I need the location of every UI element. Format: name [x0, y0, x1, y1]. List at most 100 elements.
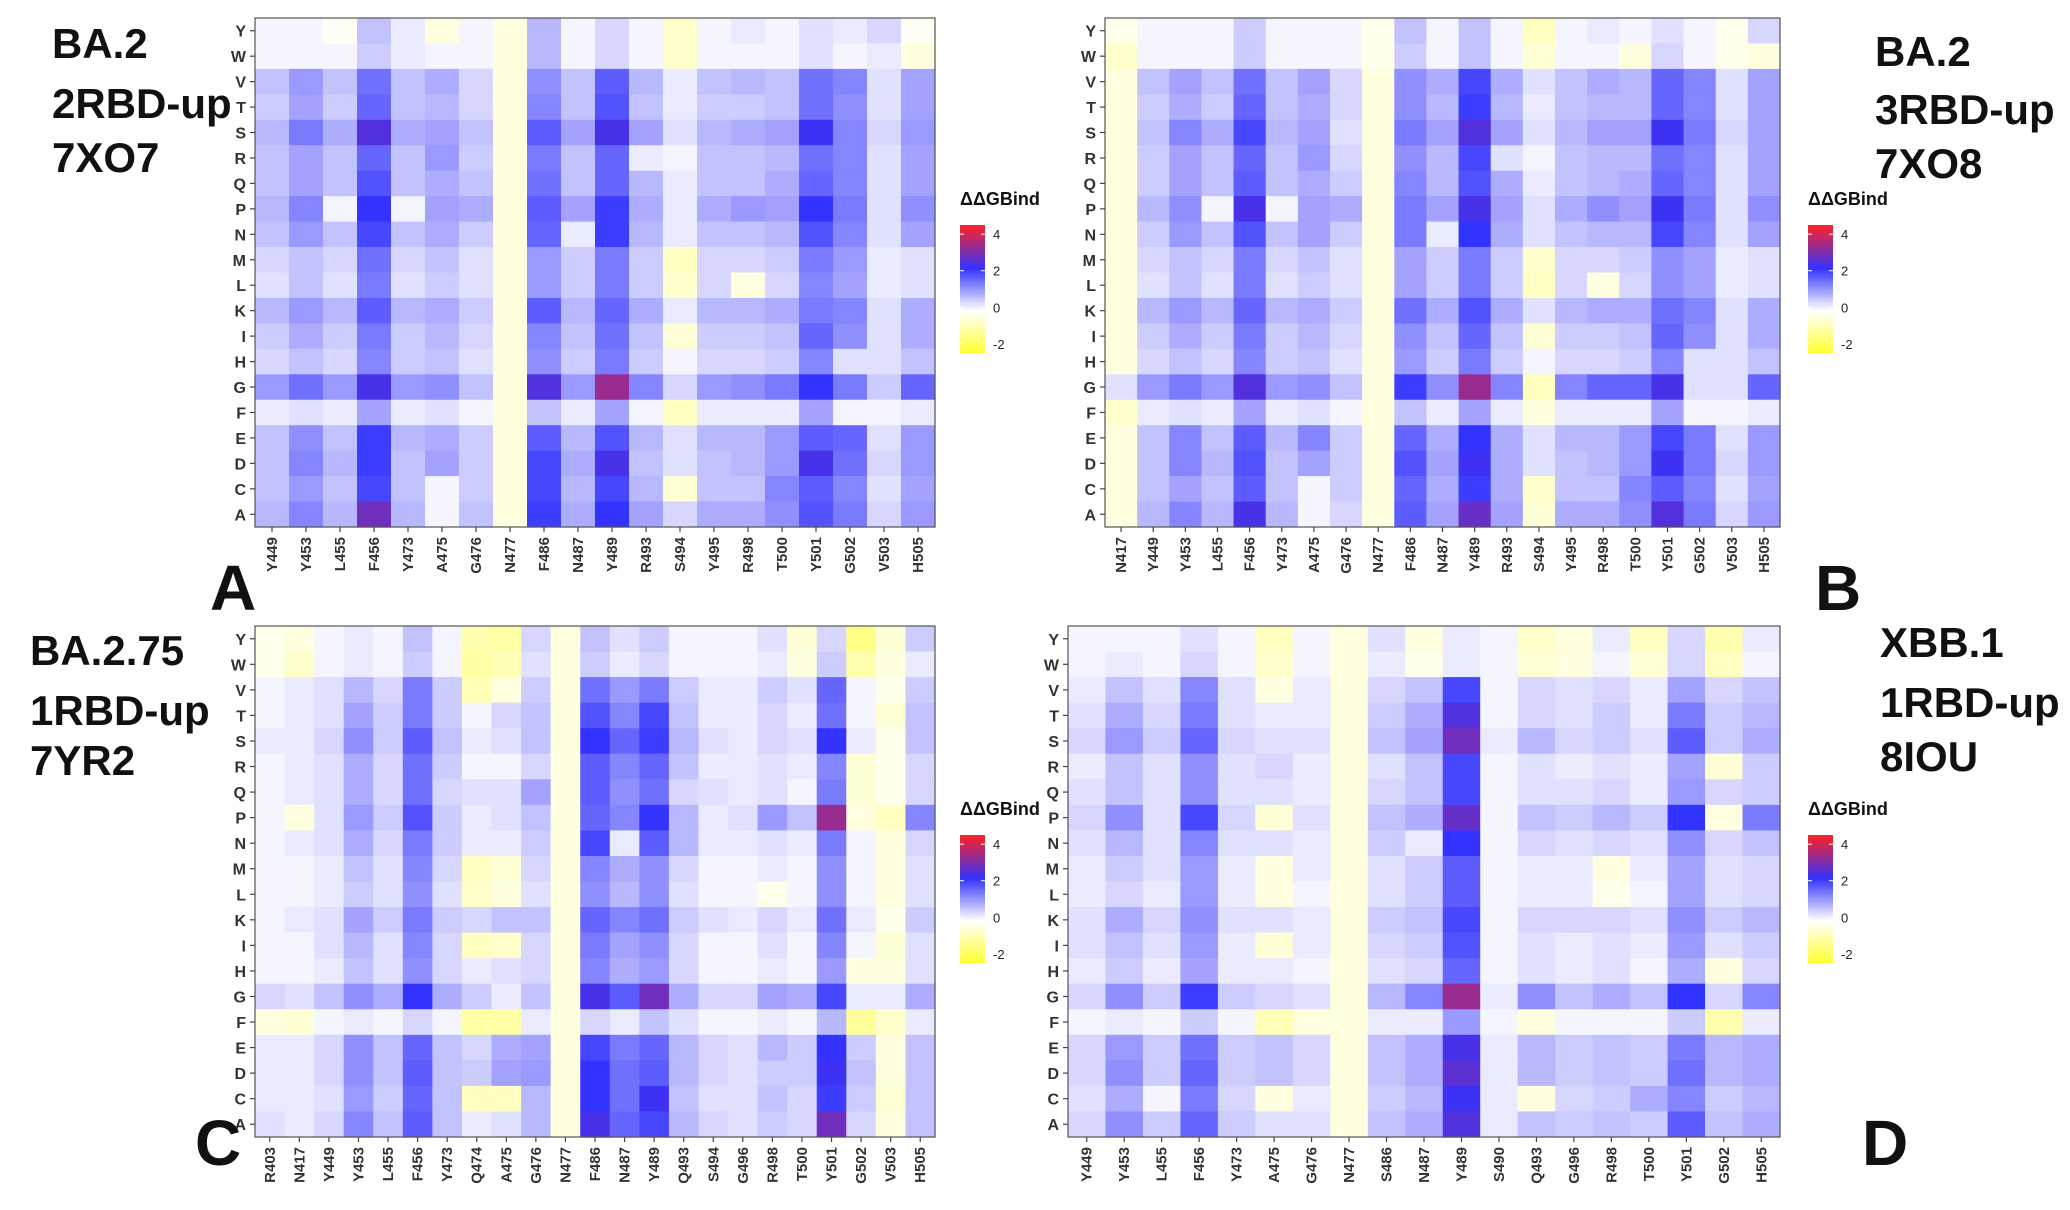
heatmap-cell [609, 958, 640, 985]
heatmap-cell [580, 932, 611, 959]
heatmap-cell [1619, 247, 1653, 274]
heatmap-cell [1555, 425, 1588, 452]
heatmap-cell [1651, 399, 1685, 426]
heatmap-cell [1292, 753, 1331, 780]
heatmap-cell [697, 272, 732, 299]
heatmap-cell [402, 626, 433, 653]
heatmap-cell [1555, 196, 1588, 223]
heatmap-cell [757, 753, 788, 780]
heatmap-cell [875, 1034, 907, 1061]
heatmap-cell [1405, 1111, 1444, 1138]
heatmap-cell [1715, 18, 1749, 45]
heatmap-cell [816, 728, 847, 755]
heatmap-cell [402, 855, 433, 883]
heatmap-cell [1265, 94, 1299, 121]
heatmap-cell [1592, 1009, 1631, 1036]
heatmap-cell [595, 145, 630, 172]
heatmap-cell [432, 1085, 463, 1113]
heatmap-cell [1297, 272, 1331, 299]
heatmap-cell [1442, 779, 1481, 806]
heatmap-cell [1480, 1085, 1519, 1113]
x-tick-label: A475 [1266, 1147, 1283, 1183]
heatmap-cell [1217, 983, 1256, 1010]
heatmap-cell [698, 983, 729, 1010]
heatmap-cell [255, 830, 286, 857]
heatmap-cell [373, 651, 404, 678]
heatmap-cell [1517, 907, 1556, 934]
heatmap-cell [391, 374, 426, 401]
heatmap-cell [663, 450, 698, 477]
heatmap-cell [867, 501, 902, 528]
heatmap-cell [1169, 145, 1203, 172]
heatmap-cell [609, 1060, 640, 1087]
heatmap-cell [731, 43, 766, 70]
heatmap-cell [697, 476, 732, 503]
heatmap-cell [1180, 1009, 1219, 1036]
heatmap-cell [284, 728, 315, 755]
heatmap-cell [1747, 68, 1781, 95]
heatmap-cell [561, 374, 596, 401]
heatmap-cell [1490, 476, 1524, 503]
heatmap-cell [1667, 881, 1706, 908]
heatmap-cell [1362, 145, 1395, 172]
heatmap-cell [905, 1085, 936, 1113]
plot-border [254, 17, 936, 528]
heatmap-cell [1442, 651, 1481, 678]
heatmap-cell [846, 1085, 877, 1113]
heatmap-cell [1742, 651, 1781, 678]
heatmap-cell [402, 779, 433, 806]
heatmap-cell [901, 18, 936, 45]
heatmap-cell [867, 43, 902, 70]
heatmap-cell [1747, 247, 1781, 274]
heatmap-cell [1137, 221, 1170, 248]
heatmap-cell [1394, 145, 1428, 172]
heatmap-cell [1480, 753, 1519, 780]
heatmap-cell [491, 983, 522, 1010]
heatmap-cell [1747, 297, 1781, 324]
heatmap-cell [731, 297, 766, 324]
heatmap-cell [402, 804, 433, 831]
heatmap-cell [1297, 68, 1331, 95]
heatmap-cell [1367, 728, 1406, 755]
heatmap-cell [493, 272, 528, 299]
heatmap-cell [833, 119, 868, 146]
heatmap-cell [1442, 958, 1481, 985]
x-tick-label: Y495 [706, 537, 723, 572]
heatmap-cell [255, 728, 286, 755]
heatmap-cell [1233, 18, 1267, 45]
heatmap-cell [1105, 702, 1144, 729]
heatmap-cell [402, 651, 433, 678]
heatmap-cell [1480, 651, 1519, 678]
heatmap-cell [905, 907, 936, 934]
heatmap-cell [1201, 450, 1235, 477]
x-tick-label: H505 [1753, 1147, 1770, 1183]
heatmap-cell [757, 1060, 788, 1087]
heatmap-cell [391, 476, 426, 503]
heatmap-cell [1255, 1009, 1294, 1036]
heatmap-cell [314, 677, 345, 704]
heatmap-cell [521, 1085, 552, 1113]
heatmap-cell [1137, 297, 1170, 324]
heatmap-cell [1068, 753, 1107, 780]
heatmap-cell [459, 501, 494, 528]
heatmap-cell [323, 476, 358, 503]
heatmap-cell [1068, 651, 1107, 678]
heatmap-cell [875, 677, 907, 704]
y-tick-label: M [1083, 253, 1096, 270]
heatmap-cell [1715, 119, 1749, 146]
heatmap-cell [639, 1009, 670, 1036]
heatmap-cell [1667, 1111, 1706, 1138]
heatmap-cell [905, 855, 936, 883]
heatmap-cell [1517, 932, 1556, 959]
heatmap-cell [595, 399, 630, 426]
heatmap-cell [728, 907, 759, 934]
legend-tick-label: 2 [1841, 874, 1848, 889]
heatmap-cell [459, 247, 494, 274]
heatmap-cell [1592, 958, 1631, 985]
heatmap-cell [1630, 804, 1669, 831]
heatmap-cell [561, 348, 596, 375]
heatmap-cell [1630, 651, 1669, 678]
heatmap-cell [1490, 399, 1524, 426]
heatmap-cell [1619, 348, 1653, 375]
